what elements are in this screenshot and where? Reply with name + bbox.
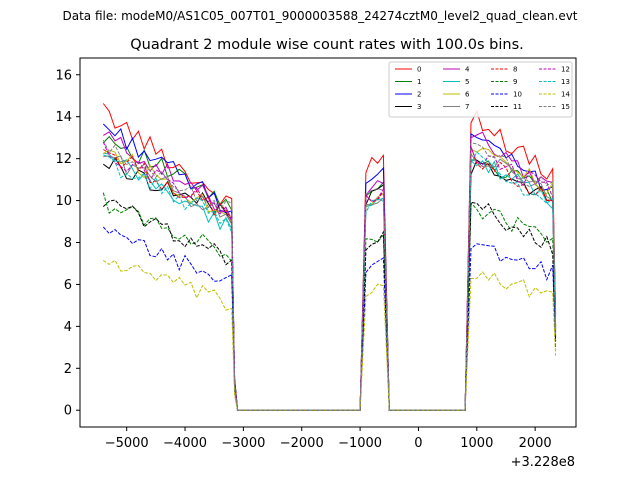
y-tick-label: 8 xyxy=(64,236,72,251)
legend-label-5: 5 xyxy=(465,78,469,86)
series-line-12 xyxy=(102,141,557,411)
legend-label-4: 4 xyxy=(465,66,470,74)
y-tick-label: 4 xyxy=(64,320,72,335)
series-layer xyxy=(102,103,557,411)
x-tick-label: −1000 xyxy=(338,436,382,451)
legend-label-1: 1 xyxy=(417,78,421,86)
x-tick-label: −5000 xyxy=(105,436,149,451)
x-tick-label: 0 xyxy=(414,436,422,451)
series-line-14 xyxy=(103,259,557,411)
series-line-15 xyxy=(102,139,557,411)
legend-label-2: 2 xyxy=(417,91,421,99)
y-tick-label: 0 xyxy=(64,404,72,419)
legend-label-15: 15 xyxy=(561,103,570,111)
legend-label-14: 14 xyxy=(561,91,570,99)
legend-label-11: 11 xyxy=(513,103,522,111)
legend-label-13: 13 xyxy=(561,78,570,86)
legend-label-8: 8 xyxy=(513,66,517,74)
x-tick-label: −2000 xyxy=(280,436,324,451)
chart-title: Quadrant 2 module wise count rates with … xyxy=(130,37,524,53)
suptitle: Data file: modeM0/AS1C05_007T01_90000035… xyxy=(62,9,577,23)
y-axis: 0 2 4 6 8 10 12 14 16 xyxy=(55,68,80,419)
legend-label-3: 3 xyxy=(417,103,421,111)
legend-label-0: 0 xyxy=(417,66,421,74)
legend-label-6: 6 xyxy=(465,91,470,99)
legend-label-12: 12 xyxy=(561,66,570,74)
x-tick-label: 1000 xyxy=(460,436,493,451)
y-tick-label: 16 xyxy=(55,68,72,83)
x-tick-label: 2000 xyxy=(519,436,552,451)
y-tick-label: 10 xyxy=(55,194,72,209)
legend-label-9: 9 xyxy=(513,78,517,86)
legend-frame xyxy=(388,61,573,118)
y-tick-label: 12 xyxy=(55,152,72,167)
legend-label-7: 7 xyxy=(465,103,469,111)
x-axis: −5000 −4000 −3000 −2000 −1000 0 1000 2000 xyxy=(105,427,552,451)
y-tick-label: 14 xyxy=(55,110,72,125)
legend-label-10: 10 xyxy=(513,91,522,99)
x-tick-label: −3000 xyxy=(221,436,265,451)
y-tick-label: 2 xyxy=(64,362,72,377)
x-offset-label: +3.228e8 xyxy=(511,455,575,470)
x-tick-label: −4000 xyxy=(163,436,207,451)
y-tick-label: 6 xyxy=(64,278,72,293)
